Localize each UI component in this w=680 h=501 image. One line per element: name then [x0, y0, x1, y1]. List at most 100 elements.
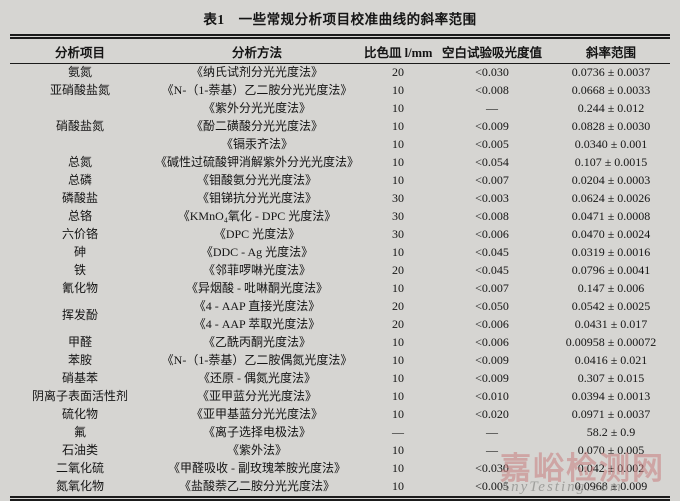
cell-slope: 0.0542 ± 0.0025	[571, 299, 651, 314]
cell-blank: <0.054	[475, 155, 509, 170]
cell-method: 《亚甲基蓝分光光度法》	[190, 407, 323, 422]
cell-method: 《纳氏试剂分光光度法》	[190, 65, 323, 80]
table-row: 铁 《邻菲啰啉光度法》 20 <0.045 0.0796 ± 0.0041	[10, 262, 670, 280]
cell-cuvette: 20	[392, 299, 404, 314]
cell-cuvette: 10	[392, 245, 404, 260]
cell-slope: 0.0394 ± 0.0013	[571, 389, 651, 404]
cell-blank: <0.020	[475, 407, 509, 422]
cell-analysis-item: 石油类	[61, 443, 98, 458]
cell-slope: 0.0624 ± 0.0026	[571, 191, 651, 206]
cell-cuvette: 30	[392, 209, 404, 224]
cell-slope: 0.0416 ± 0.021	[574, 353, 648, 368]
cell-analysis-item: 氰化物	[61, 281, 98, 296]
cell-cuvette: 10	[392, 83, 404, 98]
cell-method: 《邻菲啰啉光度法》	[202, 263, 311, 278]
table-row: 《酚二磺酸分光光度法》 10 <0.009 0.0828 ± 0.0030	[10, 118, 670, 136]
table-row: 硝酸盐氮 《紫外分光光度法》 10 — 0.244 ± 0.012	[10, 100, 670, 133]
cell-method: 《紫外法》	[226, 443, 287, 458]
cell-slope: 0.0340 ± 0.001	[574, 137, 648, 152]
cell-method: 《KMnO₄氧化 - DPC 光度法》	[177, 209, 337, 224]
table-row: 硝基苯 《还原 - 偶氮光度法》 10 <0.009 0.307 ± 0.015	[10, 370, 670, 388]
cell-slope: 0.147 ± 0.006	[577, 281, 645, 296]
cell-analysis-item: 硝酸盐氮	[55, 119, 104, 134]
table-row: 砷 《DDC - Ag 光度法》 10 <0.045 0.0319 ± 0.0016	[10, 244, 670, 262]
cell-analysis-item: 总铬	[67, 209, 92, 224]
cell-analysis-item: 苯胺	[67, 353, 92, 368]
cell-slope: 0.0431 ± 0.017	[574, 317, 648, 332]
cell-cuvette: 10	[392, 155, 404, 170]
cell-method: 《酚二磺酸分光光度法》	[190, 119, 323, 134]
cell-method: 《镉汞齐法》	[220, 137, 293, 152]
cell-slope: 0.244 ± 0.012	[577, 101, 645, 116]
cell-analysis-item: 挥发酚	[61, 308, 98, 323]
cell-slope: 0.0668 ± 0.0033	[571, 83, 651, 98]
cell-analysis-item: 甲醛	[67, 335, 92, 350]
cell-cuvette: 10	[392, 479, 404, 494]
cell-slope: 0.0204 ± 0.0003	[571, 173, 651, 188]
calibration-slope-table: 分析项目 分析方法 比色皿 l/mm 空白试验吸光度值 斜率范围 氨氮 《纳氏试剂…	[10, 34, 670, 501]
table-row: 二氧化硫 《甲醛吸收 - 副玫瑰苯胺光度法》 10 <0.030 0.042 ± 0.0…	[10, 460, 670, 478]
cell-cuvette: 10	[392, 101, 404, 116]
cell-slope: 0.0471 ± 0.0008	[571, 209, 651, 224]
table-row: 甲醛 《乙酰丙酮光度法》 10 <0.006 0.00958 ± 0.00072	[10, 334, 670, 352]
column-header-slope-range: 斜率范围	[585, 46, 636, 60]
cell-cuvette: 10	[392, 461, 404, 476]
cell-slope: 0.0971 ± 0.0037	[571, 407, 651, 422]
cell-blank: <0.008	[475, 83, 509, 98]
table-row: 氮氧化物 《盐酸萘乙二胺分光光度法》 10 <0.005 0.0968 ± 0.009	[10, 478, 670, 499]
cell-analysis-item: 六价铬	[61, 227, 98, 242]
column-header-analysis-method: 分析方法	[231, 46, 282, 60]
column-header-cuvette: 比色皿 l/mm	[364, 46, 433, 60]
table-row: 《镉汞齐法》 10 <0.005 0.0340 ± 0.001	[10, 136, 670, 154]
cell-cuvette: —	[392, 425, 404, 440]
cell-analysis-item: 硫化物	[61, 407, 98, 422]
cell-blank: <0.005	[475, 479, 509, 494]
cell-blank: <0.005	[475, 137, 509, 152]
cell-method: 《DPC 光度法》	[213, 227, 301, 242]
table-row: 亚硝酸盐氮 《N-（1-萘基）乙二胺分光光度法》 10 <0.008 0.0668 ± …	[10, 82, 670, 100]
cell-blank: <0.003	[475, 191, 509, 206]
cell-method: 《乙酰丙酮光度法》	[202, 335, 311, 350]
cell-method: 《紫外分光光度法》	[202, 101, 311, 116]
table-row: 氨氮 《纳氏试剂分光光度法》 20 <0.030 0.0736 ± 0.0037	[10, 64, 670, 83]
cell-method: 《4 - AAP 直接光度法》	[193, 299, 321, 314]
cell-analysis-item: 亚硝酸盐氮	[49, 83, 110, 98]
column-header-analysis-item: 分析项目	[54, 46, 105, 60]
table-row: 氟 《离子选择电极法》 — — 58.2 ± 0.9	[10, 424, 670, 442]
cell-cuvette: 30	[392, 227, 404, 242]
cell-cuvette: 20	[392, 263, 404, 278]
cell-method: 《还原 - 偶氮光度法》	[198, 371, 316, 386]
cell-blank: —	[486, 101, 498, 116]
cell-cuvette: 30	[392, 191, 404, 206]
cell-slope: 0.00958 ± 0.00072	[565, 335, 657, 350]
cell-slope: 0.0736 ± 0.0037	[571, 65, 651, 80]
cell-analysis-item: 氨氮	[67, 65, 92, 80]
table-row: 六价铬 《DPC 光度法》 30 <0.006 0.0470 ± 0.0024	[10, 226, 670, 244]
cell-method: 《4 - AAP 萃取光度法》	[193, 317, 321, 332]
column-header-blank-absorbance: 空白试验吸光度值	[441, 46, 542, 60]
cell-analysis-item: 阴离子表面活性剂	[31, 389, 128, 404]
cell-slope: 0.0968 ± 0.009	[574, 479, 648, 494]
cell-analysis-item: 二氧化硫	[55, 461, 104, 476]
cell-analysis-item: 铁	[73, 263, 86, 278]
cell-blank: —	[486, 443, 498, 458]
cell-cuvette: 20	[392, 65, 404, 80]
table-header: 分析项目 分析方法 比色皿 l/mm 空白试验吸光度值 斜率范围	[10, 36, 670, 64]
cell-method: 《钼锑抗分光光度法》	[196, 191, 317, 206]
cell-method: 《碱性过硫酸钾消解紫外分光光度法》	[154, 155, 359, 170]
cell-blank: <0.007	[475, 173, 509, 188]
cell-cuvette: 10	[392, 371, 404, 386]
cell-blank: <0.006	[475, 227, 509, 242]
cell-slope: 0.0319 ± 0.0016	[571, 245, 651, 260]
cell-analysis-item: 总氮	[67, 155, 92, 170]
cell-blank: —	[486, 425, 498, 440]
cell-cuvette: 10	[392, 353, 404, 368]
cell-cuvette: 20	[392, 317, 404, 332]
cell-blank: <0.045	[475, 245, 509, 260]
cell-method: 《N-（1-萘基）乙二胺分光光度法》	[161, 83, 353, 98]
cell-method: 《DDC - Ag 光度法》	[200, 245, 314, 260]
cell-method: 《钼酸氨分光光度法》	[196, 173, 317, 188]
cell-blank: <0.006	[475, 317, 509, 332]
cell-analysis-item: 氮氧化物	[55, 479, 104, 494]
